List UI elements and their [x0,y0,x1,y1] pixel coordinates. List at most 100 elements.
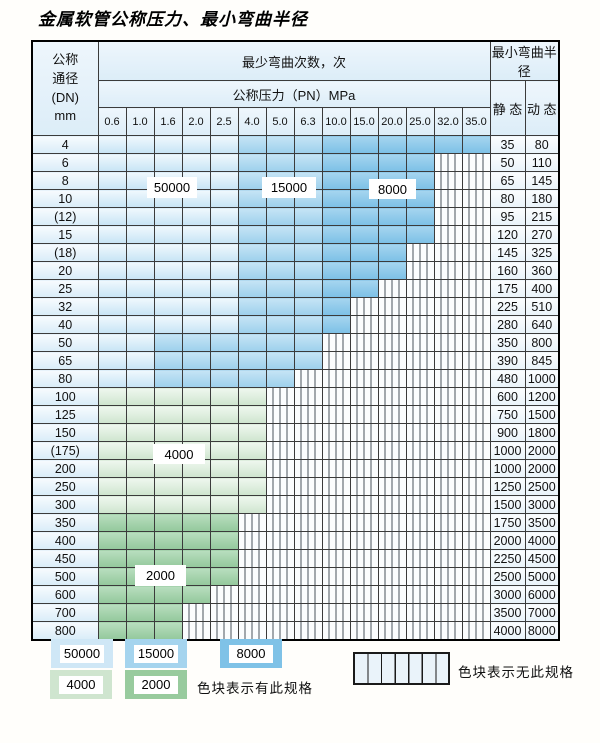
spec-cell-50000 [209,279,239,298]
spec-cell-8000 [433,135,463,154]
spec-cell-4000 [237,441,267,460]
dn-cell: 15 [31,225,99,244]
spec-cell-2000 [125,585,155,604]
spec-cell-50000 [181,243,211,262]
spec-cell-8000 [377,135,407,154]
no-spec-cell [321,405,351,424]
spec-cell-2000 [209,567,239,586]
spec-cell-50000 [97,225,127,244]
spec-cell-4000 [97,405,127,424]
no-spec-cell [293,423,323,442]
no-spec-cell [321,423,351,442]
no-spec-cell [377,603,407,622]
dn-cell: 450 [31,549,99,568]
spec-cell-50000 [97,189,127,208]
no-spec-cell [349,423,379,442]
spec-cell-15000 [237,315,267,334]
spec-cell-8000 [321,135,351,154]
spec-cell-4000 [181,423,211,442]
no-spec-cell [377,585,407,604]
spec-cell-15000 [265,351,295,370]
dynamic-radius-cell: 360 [524,261,560,280]
no-spec-cell [433,297,463,316]
dn-header: 公称 通径 (DN) mm [31,40,99,136]
no-spec-cell [461,261,491,280]
spec-cell-2000 [97,603,127,622]
static-radius-cell: 1000 [489,441,526,460]
no-spec-cell [377,567,407,586]
no-spec-cell [349,297,379,316]
spec-cell-2000 [153,513,183,532]
no-spec-cell [461,189,491,208]
spec-cell-15000 [265,369,295,388]
spec-cell-50000 [209,297,239,316]
dynamic-radius-cell: 400 [524,279,560,298]
dynamic-radius-cell: 8000 [524,621,560,641]
spec-cell-50000 [153,135,183,154]
no-spec-cell [433,189,463,208]
table-row-dn-(175): (175) 1000 2000 [31,441,560,460]
no-spec-cell [405,531,435,550]
no-spec-cell [293,387,323,406]
no-spec-cell [405,567,435,586]
table-row-dn-80: 80 480 1000 [31,369,560,388]
spec-cell-50000 [125,351,155,370]
spec-cell-15000 [209,351,239,370]
dynamic-radius-cell: 80 [524,135,560,154]
spec-cell-15000 [293,207,323,226]
table-row-dn-65: 65 390 845 [31,351,560,370]
no-spec-cell [265,513,295,532]
spec-cell-15000 [209,369,239,388]
no-spec-cell [349,351,379,370]
no-spec-cell [321,621,351,641]
dn-cell: 8 [31,171,99,190]
dn-cell: (12) [31,207,99,226]
spec-cell-8000 [321,153,351,172]
spec-cell-2000 [97,513,127,532]
page-title: 金属软管公称压力、最小弯曲半径 [38,10,308,30]
spec-cell-15000 [293,333,323,352]
spec-cell-4000 [125,495,155,514]
no-spec-cell [321,513,351,532]
table-row-dn-100: 100 600 1200 [31,387,560,406]
pressure-col-10.0: 10.0 [321,107,351,136]
pressure-values-row: 0.6 1.0 1.6 2.0 2.5 4.0 5.0 6.3 10.0 15.0 20.0 25.0… [32,107,559,136]
no-spec-cell [265,531,295,550]
no-spec-cell [461,585,491,604]
no-spec-cell [433,423,463,442]
dn-cell: 600 [31,585,99,604]
spec-cell-8000 [377,207,407,226]
spec-cell-2000 [153,621,183,641]
table-body: 4 35 80 6 50 110 8 65 145 10 80 180 (12) 95 215 15 120 27… [31,135,560,641]
spec-cell-50000 [209,135,239,154]
spec-cell-2000 [181,531,211,550]
no-spec-cell [321,459,351,478]
legend-swatch-label: 8000 [229,644,273,663]
static-radius-cell: 480 [489,369,526,388]
spec-cell-50000 [153,261,183,280]
dn-cell: (18) [31,243,99,262]
no-spec-cell [405,369,435,388]
no-spec-cell [209,603,239,622]
spec-cell-50000 [153,297,183,316]
no-spec-cell [237,621,267,641]
no-spec-cell [237,531,267,550]
no-spec-cell [377,387,407,406]
no-spec-cell [265,585,295,604]
table-row-dn-6: 6 50 110 [31,153,560,172]
no-spec-cell [377,423,407,442]
no-spec-cell [321,495,351,514]
spec-cell-4000 [237,459,267,478]
spec-cell-15000 [181,351,211,370]
spec-cell-2000 [97,585,127,604]
table-row-dn-600: 600 3000 6000 [31,585,560,604]
spec-cell-8000 [321,225,351,244]
no-spec-cell [405,279,435,298]
spec-cell-2000 [181,585,211,604]
no-spec-cell [321,531,351,550]
no-spec-cell [405,297,435,316]
pressure-col-20.0: 20.0 [377,107,407,136]
no-spec-cell [349,621,379,641]
spec-cell-2000 [153,603,183,622]
spec-cell-50000 [209,243,239,262]
